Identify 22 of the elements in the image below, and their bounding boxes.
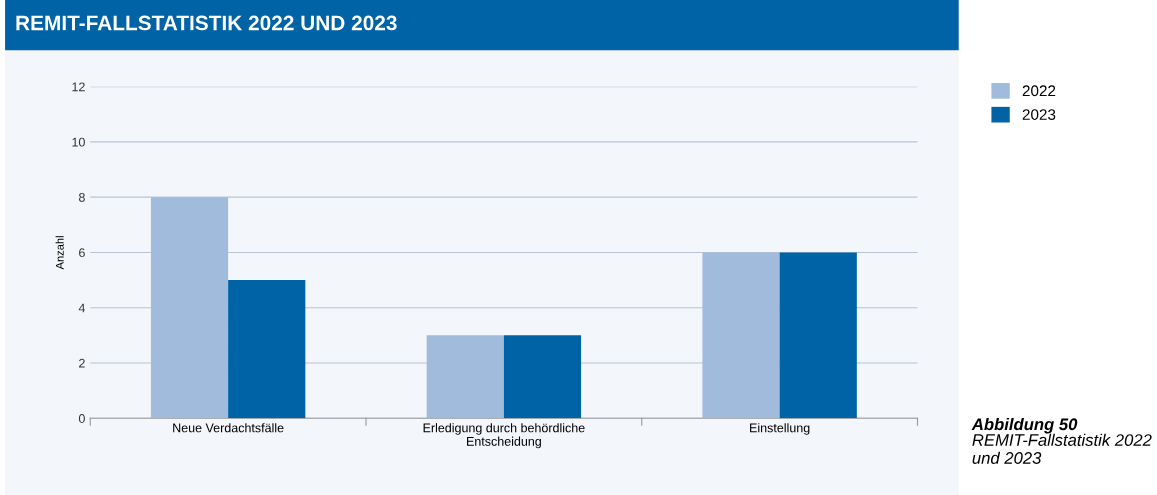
legend-label: 2022 <box>1022 85 1056 97</box>
y-tick-label: 12 <box>72 82 85 92</box>
legend-label: 2023 <box>1022 109 1056 120</box>
bar <box>779 252 857 419</box>
bar <box>702 252 780 419</box>
text: REMIT-Fallstatistik 2022 und 2023 <box>972 433 1152 464</box>
x-tick-label: Erledigung durch behördliche Entscheidung <box>423 423 585 449</box>
x-tick-label: Neue Verdachtsfälle <box>173 423 284 433</box>
bar <box>150 197 229 419</box>
bar <box>426 335 504 419</box>
chart-title: REMIT-FALLSTATISTIK 2022 UND 2023 <box>16 15 397 31</box>
text: Abbildung 50 <box>971 417 1078 434</box>
y-tick-label: 10 <box>72 137 85 147</box>
y-axis-title: Anzahl <box>55 236 64 270</box>
y-tick-label: 8 <box>78 192 85 202</box>
y-tick-label: 6 <box>79 248 85 258</box>
bar <box>228 280 306 419</box>
x-tick-label: Einstellung <box>750 423 810 435</box>
y-tick-label: 4 <box>78 303 86 313</box>
y-tick-label: 2 <box>79 358 85 368</box>
bar <box>503 335 582 419</box>
y-tick-label: 0 <box>78 414 85 423</box>
